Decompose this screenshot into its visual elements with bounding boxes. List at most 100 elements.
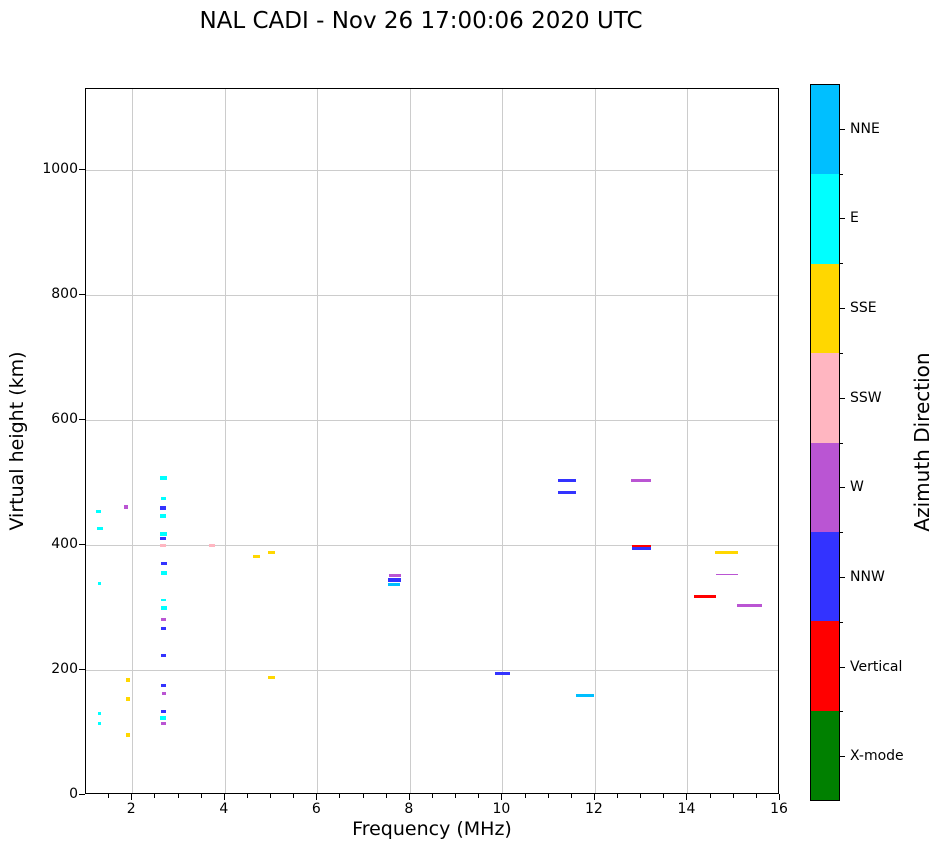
- data-point: [159, 532, 167, 537]
- data-point: [387, 582, 400, 586]
- data-point: [389, 573, 402, 577]
- x-axis-minor-tick: [478, 794, 480, 798]
- data-point: [160, 543, 167, 547]
- y-axis-tick-label: 600: [51, 411, 78, 428]
- x-axis-tick-label: 8: [404, 801, 414, 817]
- x-axis-minor-tick: [246, 794, 248, 798]
- y-axis-major-tick: [79, 419, 85, 421]
- grid-line-vertical: [224, 89, 226, 793]
- chart-title: NAL CADI - Nov 26 17:00:06 2020 UTC: [199, 8, 643, 34]
- x-axis-minor-tick: [154, 794, 156, 798]
- data-point: [252, 554, 260, 558]
- x-axis-minor-tick: [108, 794, 110, 798]
- data-point: [558, 491, 577, 495]
- colorbar-segment-vertical: [811, 621, 839, 711]
- x-axis-major-tick: [501, 794, 503, 800]
- grid-line-vertical: [687, 89, 689, 793]
- colorbar-label-vertical: Vertical: [850, 658, 903, 675]
- grid-line-horizontal: [86, 295, 778, 297]
- colorbar-center-tick: [840, 397, 845, 399]
- x-axis-label: Frequency (MHz): [352, 818, 512, 840]
- x-axis-minor-tick: [755, 794, 757, 798]
- x-axis-minor-tick: [663, 794, 665, 798]
- data-point: [126, 696, 131, 701]
- x-axis-minor-tick: [570, 794, 572, 798]
- colorbar-boundary-tick: [840, 442, 843, 444]
- x-axis-minor-tick: [617, 794, 619, 798]
- x-axis-minor-tick: [709, 794, 711, 798]
- data-point: [161, 692, 166, 696]
- colorbar-segment-w: [811, 442, 839, 532]
- colorbar-segment-x-mode: [811, 710, 839, 800]
- data-point: [160, 536, 167, 540]
- data-point: [575, 693, 594, 697]
- data-point: [387, 578, 401, 583]
- grid-line-horizontal: [86, 170, 778, 172]
- x-axis-minor-tick: [432, 794, 433, 798]
- colorbar-boundary-tick: [840, 532, 843, 534]
- x-axis-minor-tick: [362, 794, 364, 798]
- grid-line-vertical: [594, 89, 596, 793]
- colorbar-center-tick: [840, 308, 845, 310]
- y-axis-tick-label: 200: [51, 661, 78, 678]
- x-axis-tick-label: 2: [126, 801, 136, 817]
- data-point: [98, 712, 102, 716]
- y-axis-major-tick: [79, 669, 85, 671]
- colorbar-segment-ssw: [811, 353, 839, 443]
- x-axis-minor-tick: [270, 794, 272, 798]
- data-point: [124, 504, 129, 509]
- x-axis-minor-tick: [732, 794, 734, 798]
- data-point: [161, 617, 167, 621]
- y-axis-tick-label: 1000: [42, 161, 78, 178]
- data-point: [737, 603, 763, 607]
- x-axis-tick-label: 4: [219, 801, 229, 817]
- azimuth-colorbar: [810, 84, 840, 801]
- colorbar-label-nnw: NNW: [850, 568, 885, 585]
- x-axis-tick-label: 14: [677, 801, 696, 817]
- grid-line-vertical: [317, 89, 319, 793]
- data-point: [126, 678, 131, 683]
- colorbar-title: Azimuth Direction: [910, 352, 934, 532]
- data-point: [160, 716, 167, 721]
- grid-line-horizontal: [86, 420, 778, 422]
- y-axis-tick-label: 0: [69, 786, 78, 802]
- x-axis-tick-label: 6: [311, 801, 321, 817]
- data-point: [159, 476, 167, 481]
- x-axis-major-tick: [223, 794, 225, 800]
- x-axis-minor-tick: [640, 794, 642, 798]
- colorbar-center-tick: [840, 218, 845, 220]
- data-point: [494, 672, 510, 676]
- data-point: [558, 478, 577, 482]
- colorbar-segment-nnw: [811, 531, 839, 622]
- x-axis-minor-tick: [339, 794, 341, 798]
- x-axis-minor-tick: [293, 794, 295, 798]
- data-point: [267, 551, 275, 555]
- colorbar-segment-e: [811, 174, 839, 264]
- data-point: [631, 547, 651, 551]
- data-point: [160, 605, 167, 610]
- y-axis-major-tick: [79, 794, 85, 795]
- colorbar-center-tick: [840, 666, 845, 668]
- x-axis-major-tick: [316, 794, 318, 800]
- colorbar-label-ssw: SSW: [850, 389, 882, 406]
- data-point: [160, 561, 167, 565]
- data-point: [96, 510, 102, 514]
- x-axis-minor-tick: [455, 794, 457, 798]
- data-point: [98, 721, 102, 725]
- data-point: [161, 653, 167, 657]
- data-point: [160, 506, 167, 511]
- x-axis-major-tick: [593, 794, 595, 800]
- colorbar-segment-nne: [811, 85, 839, 175]
- x-axis-major-tick: [779, 794, 780, 800]
- grid-line-vertical: [502, 89, 504, 793]
- data-point: [631, 478, 652, 482]
- colorbar-boundary-tick: [840, 173, 843, 175]
- data-point: [631, 544, 651, 548]
- x-axis-minor-tick: [524, 794, 526, 798]
- data-point: [693, 594, 716, 598]
- y-axis-major-tick: [79, 544, 85, 546]
- colorbar-label-nne: NNE: [850, 120, 880, 137]
- data-point: [160, 571, 167, 576]
- data-point: [160, 496, 166, 500]
